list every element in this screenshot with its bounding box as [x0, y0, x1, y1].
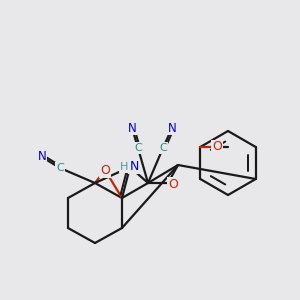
Text: C: C — [56, 163, 64, 173]
Text: C: C — [159, 143, 167, 153]
Text: H: H — [120, 162, 128, 172]
Text: N: N — [128, 122, 136, 134]
Text: N: N — [129, 160, 139, 172]
Text: O: O — [168, 178, 178, 190]
Text: O: O — [100, 164, 110, 176]
Text: C: C — [134, 143, 142, 153]
Text: N: N — [168, 122, 176, 134]
Text: N: N — [38, 151, 46, 164]
Text: O: O — [212, 140, 222, 154]
